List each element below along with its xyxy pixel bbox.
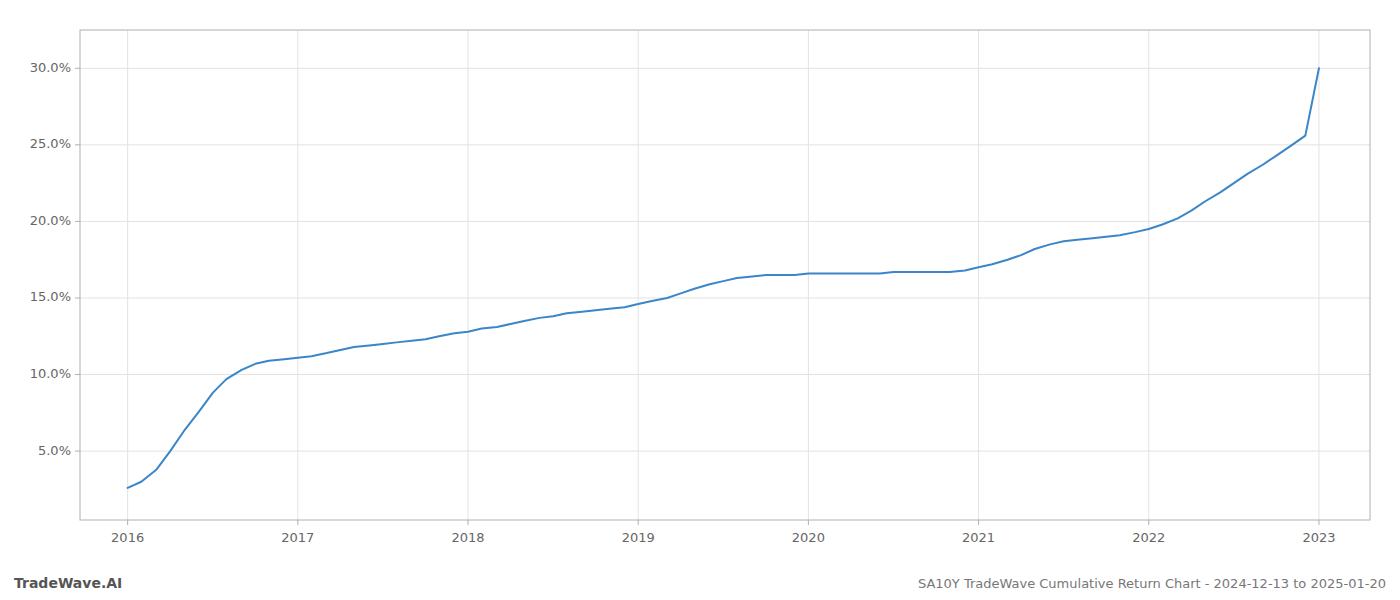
grid <box>80 30 1370 520</box>
y-tick-label: 5.0% <box>38 443 71 458</box>
x-grid-line <box>638 30 639 520</box>
y-grid-line <box>80 144 1370 145</box>
y-tick-label: 25.0% <box>30 136 71 151</box>
y-grid-line <box>80 374 1370 375</box>
y-grid-line <box>80 451 1370 452</box>
y-tick <box>75 221 80 222</box>
x-tick <box>978 520 979 525</box>
y-tick <box>75 68 80 69</box>
x-tick <box>127 520 128 525</box>
return-line <box>128 68 1319 488</box>
plot-area <box>128 68 1319 488</box>
x-tick-label: 2023 <box>1302 530 1335 545</box>
x-grid-line <box>1148 30 1149 520</box>
x-tick <box>808 520 809 525</box>
x-grid-line <box>127 30 128 520</box>
x-tick-label: 2019 <box>622 530 655 545</box>
chart: 5.0% 10.0% 15.0% 20.0% 25.0% 30.0% 2016 2017 201… <box>0 0 1400 600</box>
y-grid-line <box>80 297 1370 298</box>
x-grid-line <box>297 30 298 520</box>
x-tick-label: 2020 <box>792 530 825 545</box>
y-tick-label: 10.0% <box>30 366 71 381</box>
annotations: TradeWave.AI <box>14 575 122 591</box>
y-tick <box>75 144 80 145</box>
chart-container: 5.0% 10.0% 15.0% 20.0% 25.0% 30.0% 2016 2017 201… <box>0 0 1400 600</box>
x-grid-line <box>808 30 809 520</box>
x-tick-label: 2016 <box>111 530 144 545</box>
y-tick <box>75 297 80 298</box>
y-grid-line <box>80 68 1370 69</box>
y-tick <box>75 451 80 452</box>
x-tick <box>1318 520 1319 525</box>
background <box>0 0 1400 600</box>
title: SA10Y TradeWave Cumulative Return Chart … <box>918 576 1386 591</box>
y-tick-label: 15.0% <box>30 289 71 304</box>
y-tick-label: 20.0% <box>30 213 71 228</box>
x-grid-line <box>978 30 979 520</box>
x-tick <box>297 520 298 525</box>
y-tick <box>75 374 80 375</box>
x-tick <box>468 520 469 525</box>
x-tick-label: 2018 <box>451 530 484 545</box>
y-tick-label: 30.0% <box>30 60 71 75</box>
plot-frame <box>80 30 1370 520</box>
x-grid-line <box>468 30 469 520</box>
x-grid-line <box>1318 30 1319 520</box>
x-tick-label: 2021 <box>962 530 995 545</box>
y-grid-line <box>80 221 1370 222</box>
x-tick-label: 2022 <box>1132 530 1165 545</box>
x-tick <box>1148 520 1149 525</box>
watermark: TradeWave.AI <box>14 575 122 591</box>
x-tick <box>638 520 639 525</box>
axes: 5.0% 10.0% 15.0% 20.0% 25.0% 30.0% 2016 2017 201… <box>30 60 1336 545</box>
x-tick-label: 2017 <box>281 530 314 545</box>
